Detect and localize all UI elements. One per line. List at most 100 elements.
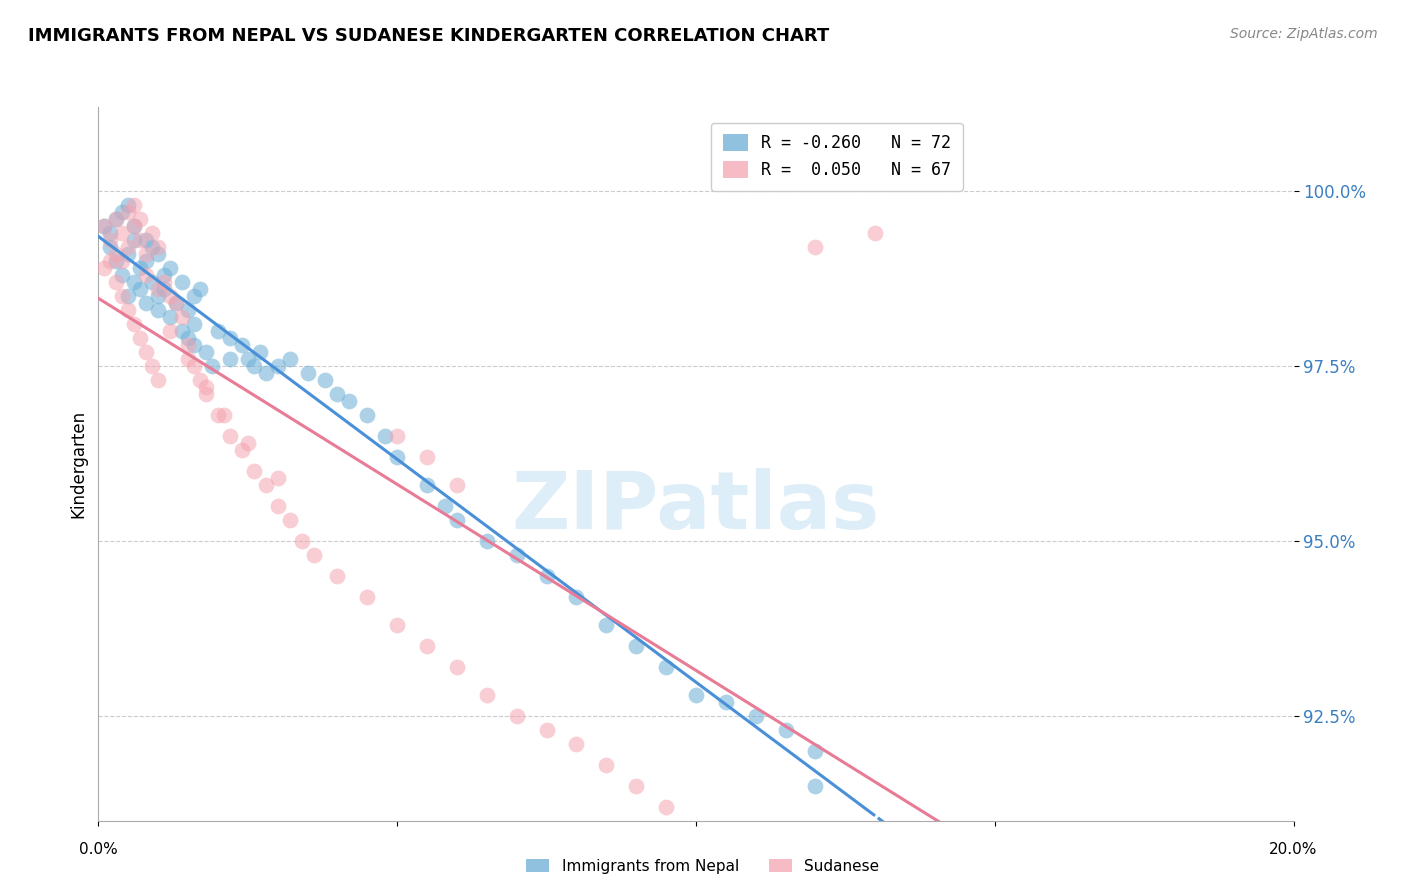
Point	[135, 296, 157, 310]
Point	[183, 317, 205, 331]
Point	[159, 310, 181, 324]
Point	[188, 282, 211, 296]
Point	[148, 282, 170, 296]
Point	[356, 590, 378, 604]
Point	[124, 219, 146, 233]
Point	[135, 233, 157, 247]
Point	[339, 393, 360, 408]
Point	[416, 478, 439, 492]
Point	[506, 708, 529, 723]
Point	[124, 219, 146, 233]
Point	[385, 617, 409, 632]
Point	[117, 289, 139, 303]
Point	[188, 373, 211, 387]
Point	[775, 723, 797, 737]
Point	[165, 296, 187, 310]
Point	[446, 513, 468, 527]
Point	[219, 429, 242, 443]
Point	[565, 590, 588, 604]
Point	[172, 310, 194, 324]
Point	[183, 359, 205, 373]
Point	[416, 450, 439, 464]
Text: ZIPatlas: ZIPatlas	[512, 467, 880, 546]
Point	[159, 289, 181, 303]
Text: 20.0%: 20.0%	[1270, 842, 1317, 856]
Point	[105, 247, 128, 261]
Point	[297, 366, 319, 380]
Point	[536, 723, 558, 737]
Point	[231, 442, 253, 457]
Point	[243, 359, 266, 373]
Point	[124, 275, 146, 289]
Point	[385, 450, 409, 464]
Point	[111, 289, 134, 303]
Point	[165, 296, 187, 310]
Point	[219, 351, 242, 366]
Point	[714, 695, 737, 709]
Point	[207, 408, 229, 422]
Point	[278, 351, 301, 366]
Point	[194, 387, 218, 401]
Point	[117, 302, 139, 317]
Point	[804, 240, 827, 254]
Point	[374, 429, 396, 443]
Point	[278, 513, 301, 527]
Point	[290, 533, 312, 548]
Point	[302, 548, 325, 562]
Point	[141, 226, 163, 240]
Point	[105, 211, 128, 226]
Point	[124, 198, 146, 212]
Point	[865, 226, 887, 240]
Point	[243, 464, 266, 478]
Point	[135, 254, 157, 268]
Point	[177, 302, 200, 317]
Point	[141, 240, 163, 254]
Point	[117, 240, 139, 254]
Point	[98, 226, 122, 240]
Point	[129, 331, 152, 345]
Point	[194, 345, 218, 359]
Point	[135, 345, 157, 359]
Point	[385, 429, 409, 443]
Point	[416, 639, 439, 653]
Point	[249, 345, 271, 359]
Point	[201, 359, 224, 373]
Point	[207, 324, 229, 338]
Point	[98, 240, 122, 254]
Point	[172, 324, 194, 338]
Point	[177, 351, 200, 366]
Point	[446, 478, 468, 492]
Point	[595, 617, 617, 632]
Y-axis label: Kindergarten: Kindergarten	[69, 409, 87, 518]
Legend: R = -0.260   N = 72, R =  0.050   N = 67: R = -0.260 N = 72, R = 0.050 N = 67	[711, 122, 963, 191]
Point	[804, 779, 827, 793]
Point	[135, 247, 157, 261]
Point	[98, 233, 122, 247]
Point	[124, 233, 146, 247]
Point	[129, 282, 152, 296]
Point	[212, 408, 235, 422]
Point	[93, 219, 115, 233]
Point	[111, 226, 134, 240]
Point	[148, 289, 170, 303]
Point	[183, 289, 205, 303]
Point	[129, 211, 152, 226]
Point	[194, 380, 218, 394]
Point	[595, 757, 617, 772]
Point	[565, 737, 588, 751]
Point	[117, 205, 139, 219]
Point	[475, 688, 498, 702]
Point	[105, 275, 128, 289]
Point	[117, 198, 139, 212]
Text: IMMIGRANTS FROM NEPAL VS SUDANESE KINDERGARTEN CORRELATION CHART: IMMIGRANTS FROM NEPAL VS SUDANESE KINDER…	[28, 27, 830, 45]
Point	[117, 247, 139, 261]
Point	[141, 359, 163, 373]
Point	[267, 499, 290, 513]
Point	[356, 408, 378, 422]
Point	[804, 744, 827, 758]
Point	[536, 568, 558, 582]
Point	[745, 708, 768, 723]
Point	[183, 338, 205, 352]
Point	[267, 471, 290, 485]
Point	[177, 331, 200, 345]
